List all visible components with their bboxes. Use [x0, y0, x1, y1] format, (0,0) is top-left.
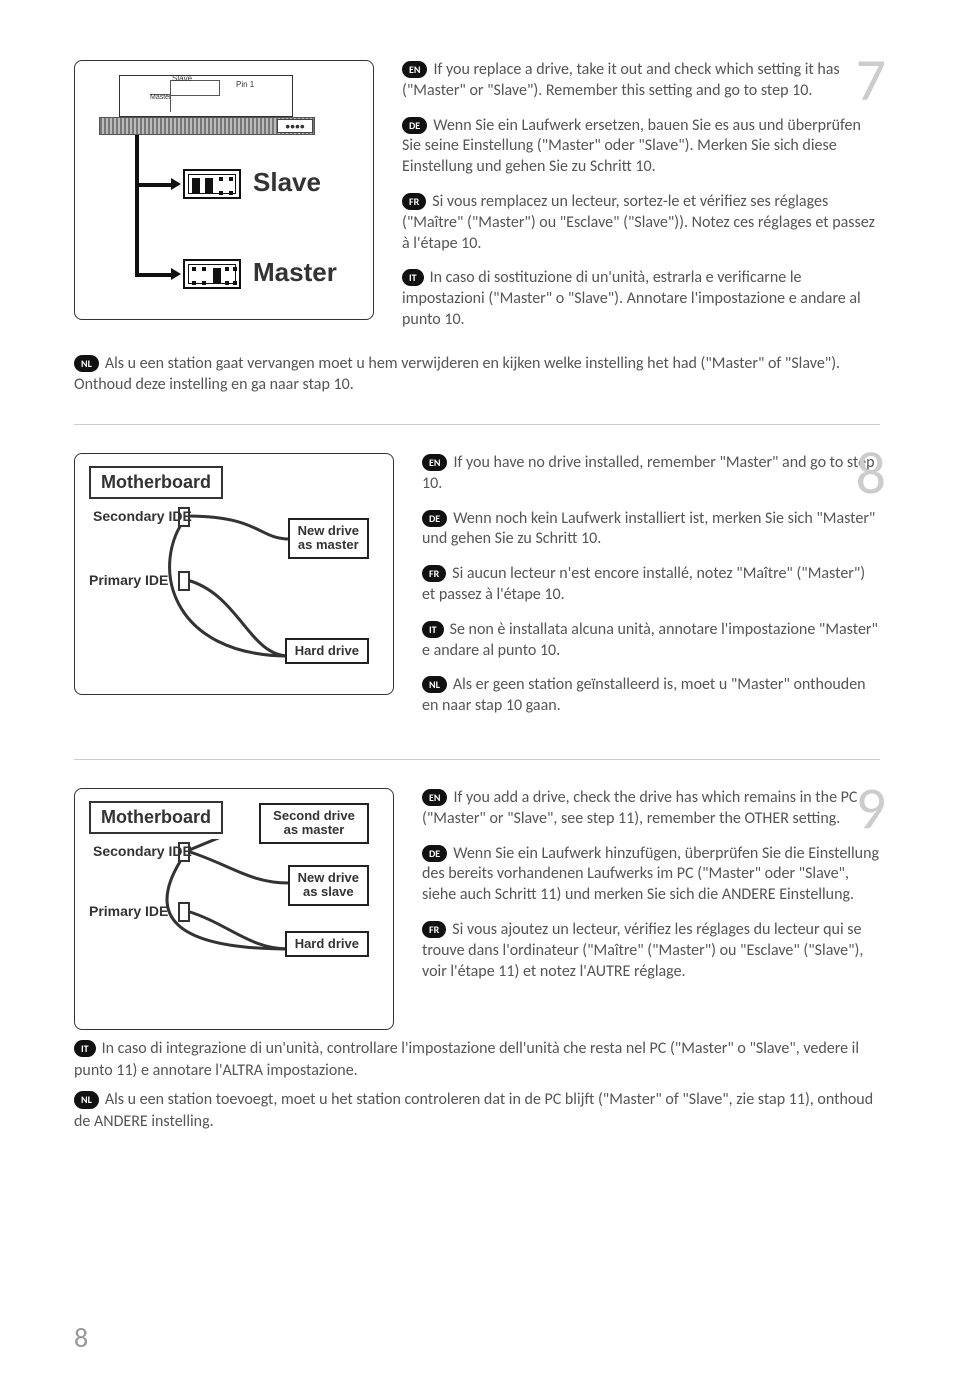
step8-nl: NLAls er geen station geïnstalleerd is, …: [422, 675, 880, 717]
step9-it: ITIn caso di integrazione di un'unità, c…: [74, 1038, 880, 1081]
step8-it: ITSe non è installata alcuna unità, anno…: [422, 620, 880, 662]
step9-nl: NLAls u een station toevoegt, moet u het…: [74, 1089, 880, 1132]
step9-de: DEWenn Sie ein Laufwerk hinzufügen, über…: [422, 844, 880, 906]
step-number-9: 9: [856, 772, 886, 845]
diagram-7: Slave Pin 1 Master ••••: [74, 60, 374, 345]
step8-de: DEWenn noch kein Laufwerk installiert is…: [422, 509, 880, 551]
step8-en: ENIf you have no drive installed, rememb…: [422, 453, 880, 495]
step7-nl: NLAls u een station gaat vervangen moet …: [74, 353, 880, 396]
separator: [74, 424, 880, 425]
slave-label: Slave: [253, 167, 321, 198]
hard-drive-box: Hard drive: [285, 931, 369, 957]
step7-en: ENIf you replace a drive, take it out an…: [402, 60, 880, 102]
secondary-ide-label: Secondary IDE: [93, 508, 192, 524]
master-label: Master: [253, 257, 337, 288]
step7-fr: FRSi vous remplacez un lecteur, sortez-l…: [402, 192, 880, 254]
diagram-9: Motherboard Secondary IDE Primary IDE Se…: [74, 788, 394, 1030]
step7-de: DEWenn Sie ein Laufwerk ersetzen, bauen …: [402, 116, 880, 178]
pill-nl: NL: [74, 355, 99, 373]
pill-de: DE: [402, 117, 427, 134]
step-8: 8 Motherboard Secondary IDE Primary IDE …: [74, 453, 880, 731]
motherboard-label: Motherboard: [89, 801, 223, 834]
pill-it: IT: [402, 269, 424, 286]
step9-en: ENIf you add a drive, check the drive ha…: [422, 788, 880, 830]
primary-ide-label: Primary IDE: [89, 903, 168, 919]
hard-drive-box: Hard drive: [285, 638, 369, 664]
motherboard-label: Motherboard: [89, 466, 223, 499]
diagram-8: Motherboard Secondary IDE Primary IDE Ne…: [74, 453, 394, 731]
step-7: 7 Slave Pin 1 Master ••••: [74, 60, 880, 396]
new-drive-slave-box: New drive as slave: [288, 865, 369, 906]
new-drive-box: New drive as master: [288, 518, 369, 559]
step-number-7: 7: [856, 44, 886, 117]
primary-ide-label: Primary IDE: [89, 572, 168, 588]
secondary-ide-label: Secondary IDE: [93, 843, 192, 859]
page-number: 8: [74, 1320, 88, 1355]
pill-fr: FR: [402, 193, 426, 210]
step7-it: ITIn caso di sostituzione di un'unità, e…: [402, 268, 880, 330]
step8-fr: FRSi aucun lecteur n'est encore installé…: [422, 564, 880, 606]
second-drive-box: Second drive as master: [259, 803, 369, 844]
step-9: 9 Motherboard Secondary IDE Primary IDE: [74, 788, 880, 1132]
step9-fr: FRSi vous ajoutez un lecteur, vérifiez l…: [422, 920, 880, 982]
separator: [74, 759, 880, 760]
pill-en: EN: [402, 61, 427, 78]
step-number-8: 8: [856, 437, 886, 510]
